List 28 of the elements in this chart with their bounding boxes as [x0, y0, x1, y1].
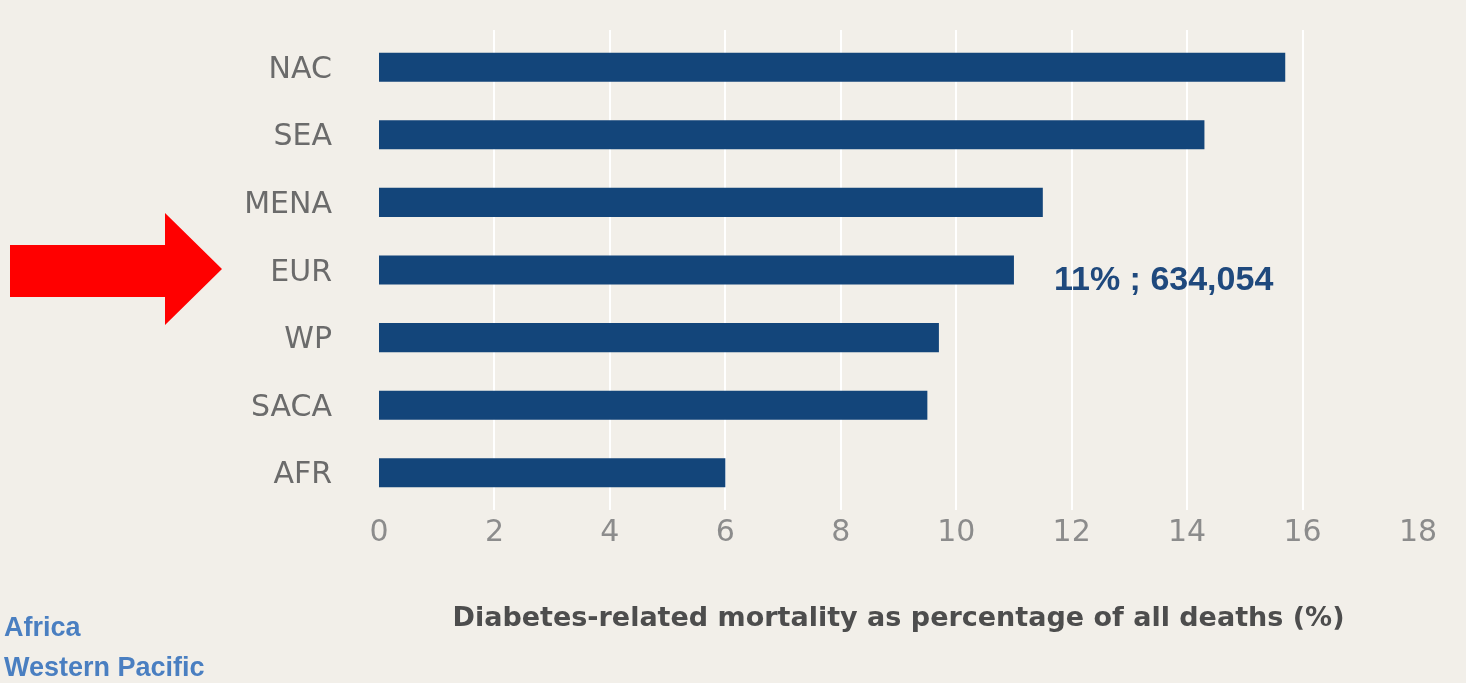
x-tick-label: 14 — [1168, 513, 1207, 548]
bar — [379, 120, 1205, 150]
y-tick-label: NAC — [268, 49, 332, 85]
y-tick-label: EUR — [270, 252, 332, 288]
x-tick-label: 10 — [937, 513, 976, 548]
x-tick-label: 18 — [1398, 513, 1438, 548]
bar — [379, 323, 939, 353]
y-tick-label: SACA — [250, 387, 333, 423]
text: Western Pacific — [4, 652, 205, 682]
bar — [379, 458, 726, 488]
x-tick-label: 0 — [369, 513, 389, 548]
x-tick-label: 6 — [715, 513, 735, 548]
bar — [379, 255, 1014, 285]
y-tick-label: AFR — [273, 455, 332, 491]
x-axis-title: Diabetes-related mortality as percentage of all deaths (%) — [452, 601, 1345, 633]
bar — [379, 187, 1043, 217]
x-tick-label: 16 — [1283, 513, 1322, 548]
x-tick-label: 2 — [484, 513, 504, 548]
y-tick-label: WP — [284, 320, 332, 356]
bar — [379, 390, 928, 420]
y-tick-label: SEA — [273, 117, 333, 153]
bar — [379, 52, 1286, 82]
x-tick-label: 4 — [600, 513, 620, 548]
x-tick-label: 8 — [831, 513, 851, 548]
x-tick-label: 12 — [1052, 513, 1091, 548]
y-tick-label: MENA — [244, 184, 333, 220]
text: Africa — [4, 612, 82, 642]
annotation: 11% ; 634,054 — [1054, 259, 1274, 297]
